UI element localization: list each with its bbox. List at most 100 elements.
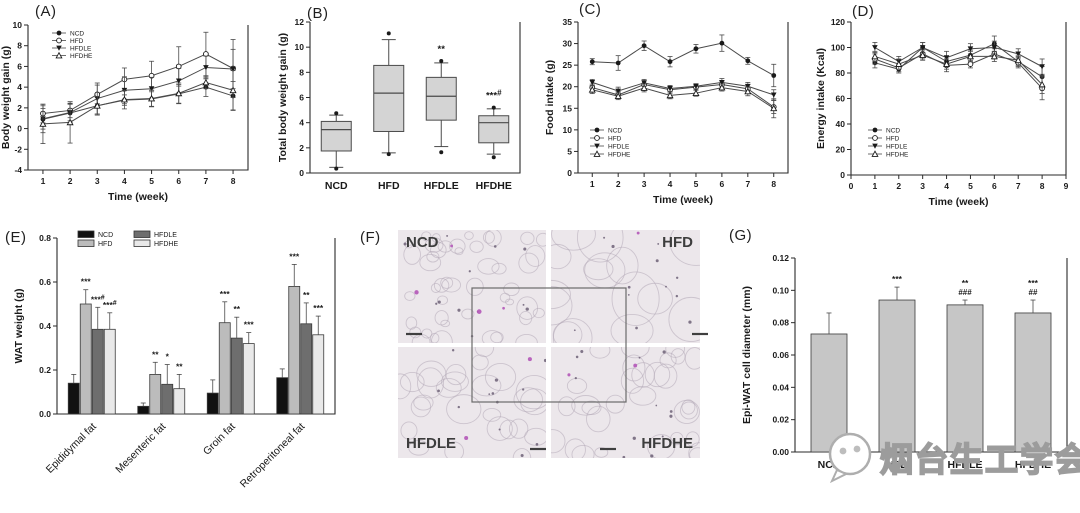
svg-text:4: 4 xyxy=(122,176,127,186)
wechat-face-icon xyxy=(828,432,872,484)
histology-image xyxy=(398,230,708,458)
svg-text:8: 8 xyxy=(771,179,776,189)
panel-g-label: (G) xyxy=(729,227,753,244)
micrograph-label-hfdhe: HFDHE xyxy=(641,435,693,452)
svg-text:4: 4 xyxy=(944,181,949,191)
svg-text:20: 20 xyxy=(836,145,846,155)
panel-a-label: (A) xyxy=(35,3,57,20)
svg-text:HFD: HFD xyxy=(98,241,112,248)
svg-text:**: ** xyxy=(303,290,310,300)
svg-text:HFDHE: HFDHE xyxy=(154,241,178,248)
svg-text:80: 80 xyxy=(836,68,846,78)
svg-text:**: ** xyxy=(438,44,446,55)
svg-text:*: * xyxy=(166,352,170,362)
svg-text:HFD: HFD xyxy=(378,180,400,192)
svg-text:**: ** xyxy=(176,361,183,371)
svg-text:2: 2 xyxy=(299,143,304,153)
svg-text:6: 6 xyxy=(299,93,304,103)
svg-text:6: 6 xyxy=(992,181,997,191)
svg-text:HFD: HFD xyxy=(70,38,84,45)
svg-text:3: 3 xyxy=(642,179,647,189)
svg-text:6: 6 xyxy=(720,179,725,189)
svg-text:0.6: 0.6 xyxy=(39,277,51,287)
svg-text:0.8: 0.8 xyxy=(39,233,51,243)
svg-text:HFDLE: HFDLE xyxy=(948,459,983,471)
svg-text:30: 30 xyxy=(563,39,573,49)
svg-text:0.02: 0.02 xyxy=(772,415,789,425)
panel-f-micrographs: NCD HFD HFDLE HFDHE xyxy=(398,230,708,458)
svg-text:9: 9 xyxy=(1064,181,1069,191)
svg-text:7: 7 xyxy=(745,179,750,189)
svg-text:6: 6 xyxy=(17,61,22,71)
svg-text:4: 4 xyxy=(668,179,673,189)
svg-text:HFDLE: HFDLE xyxy=(154,232,177,239)
svg-text:HFDLE: HFDLE xyxy=(886,144,908,151)
svg-text:12: 12 xyxy=(295,17,305,27)
svg-text:###: ### xyxy=(958,288,972,297)
svg-text:8: 8 xyxy=(1040,181,1045,191)
svg-text:1: 1 xyxy=(590,179,595,189)
svg-text:0: 0 xyxy=(849,181,854,191)
svg-text:7: 7 xyxy=(204,176,209,186)
svg-text:4: 4 xyxy=(299,118,304,128)
svg-text:0.04: 0.04 xyxy=(772,382,789,392)
panel-d-label: (D) xyxy=(852,3,875,20)
svg-text:HFDHE: HFDHE xyxy=(1015,459,1051,471)
svg-text:5: 5 xyxy=(694,179,699,189)
svg-text:***: *** xyxy=(81,277,92,287)
svg-text:***: *** xyxy=(289,251,300,261)
svg-text:40: 40 xyxy=(836,119,846,129)
svg-text:0: 0 xyxy=(840,170,845,180)
svg-text:Energy intake (Kcal): Energy intake (Kcal) xyxy=(815,48,827,149)
svg-text:***#: ***# xyxy=(103,300,117,310)
svg-text:1: 1 xyxy=(41,176,46,186)
svg-text:100: 100 xyxy=(831,43,845,53)
svg-text:Food intake (g): Food intake (g) xyxy=(544,60,556,135)
panel-g-chart: 0.00 0.02 0.04 0.06 0.08 0.10 0.12 Epi-WAT cell… xyxy=(741,253,1068,471)
svg-text:Time (week): Time (week) xyxy=(653,194,713,206)
svg-text:8: 8 xyxy=(299,67,304,77)
svg-text:25: 25 xyxy=(563,60,573,70)
svg-text:0.0: 0.0 xyxy=(39,409,51,419)
svg-text:15: 15 xyxy=(563,103,573,113)
panel-f-label: (F) xyxy=(360,229,381,246)
svg-text:10: 10 xyxy=(295,42,305,52)
svg-text:##: ## xyxy=(1029,288,1038,297)
svg-text:0.12: 0.12 xyxy=(772,253,789,263)
svg-text:0.06: 0.06 xyxy=(772,350,789,360)
svg-text:3: 3 xyxy=(920,181,925,191)
svg-text:HFDHE: HFDHE xyxy=(476,180,512,192)
svg-text:**: ** xyxy=(233,304,240,314)
panel-c-chart: 0 5 10 15 20 25 30 35 1 2 3 4 5 6 7 8 Time (week) Food in… xyxy=(544,17,789,206)
micrograph-label-hfdle: HFDLE xyxy=(406,435,456,452)
svg-text:2: 2 xyxy=(17,103,22,113)
svg-text:60: 60 xyxy=(836,94,846,104)
svg-text:1: 1 xyxy=(873,181,878,191)
svg-text:-2: -2 xyxy=(14,144,22,154)
panel-c-label: (C) xyxy=(579,1,602,18)
svg-text:HFD: HFD xyxy=(886,136,900,143)
svg-text:0: 0 xyxy=(299,168,304,178)
micrograph-label-hfd: HFD xyxy=(662,234,693,251)
svg-text:0.2: 0.2 xyxy=(39,365,51,375)
svg-text:HFD: HFD xyxy=(608,136,622,143)
svg-text:4: 4 xyxy=(17,82,22,92)
svg-text:***: *** xyxy=(892,274,903,284)
svg-text:10: 10 xyxy=(13,20,23,30)
svg-text:120: 120 xyxy=(831,17,845,27)
svg-text:**: ** xyxy=(962,278,969,288)
panel-e-label: (E) xyxy=(5,229,27,246)
svg-text:10: 10 xyxy=(563,125,573,135)
svg-text:HFDLE: HFDLE xyxy=(424,180,459,192)
svg-text:***: *** xyxy=(1028,278,1039,288)
svg-text:7: 7 xyxy=(1016,181,1021,191)
svg-text:HFD: HFD xyxy=(886,459,908,471)
svg-text:5: 5 xyxy=(968,181,973,191)
svg-text:20: 20 xyxy=(563,82,573,92)
svg-text:-4: -4 xyxy=(14,165,22,175)
svg-text:2: 2 xyxy=(68,176,73,186)
svg-text:Epi-WAT cell diameter (mm): Epi-WAT cell diameter (mm) xyxy=(741,286,753,424)
